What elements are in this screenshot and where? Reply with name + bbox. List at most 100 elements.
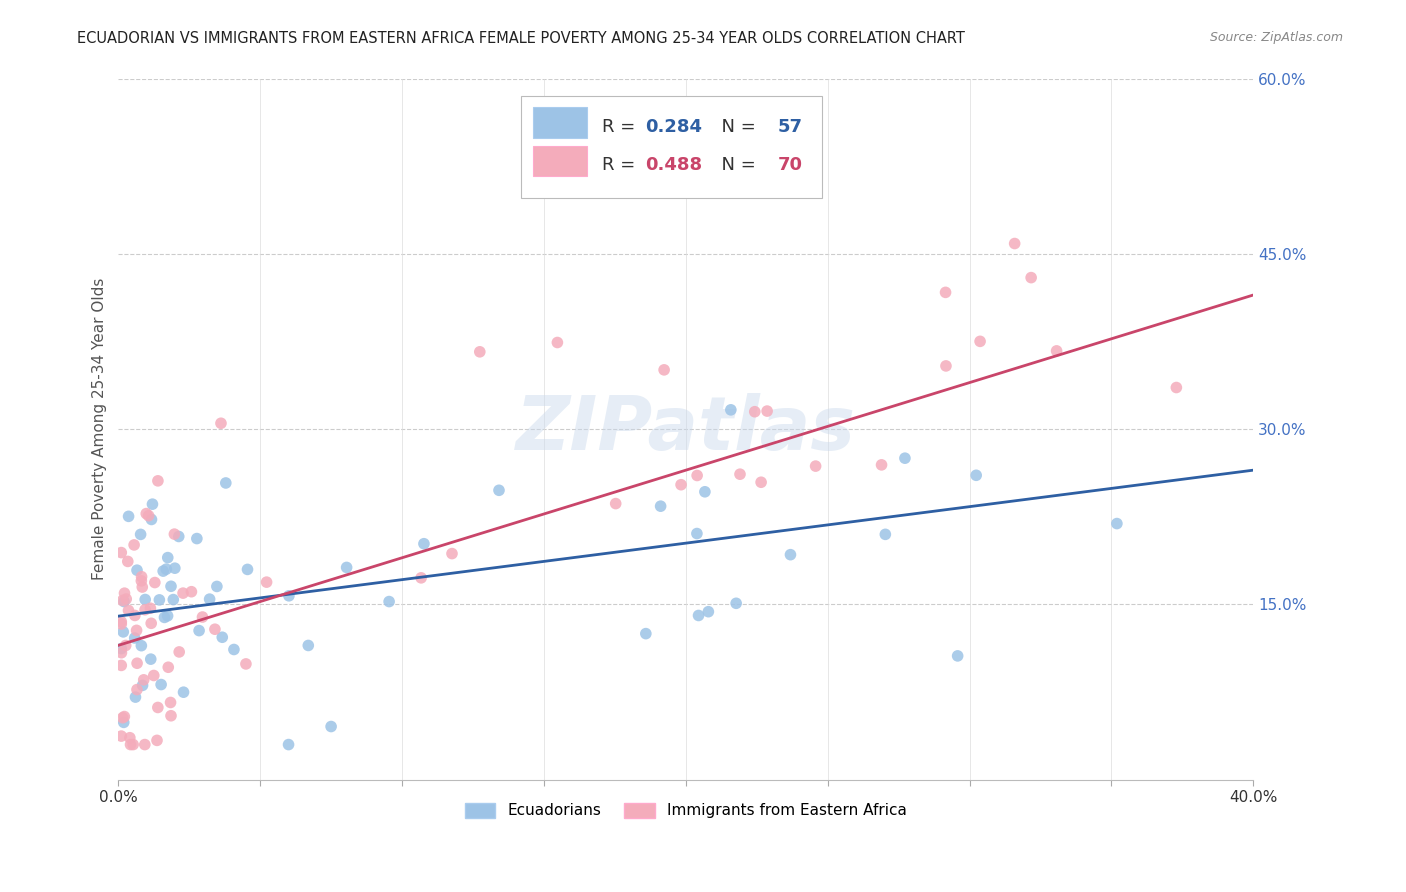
Text: ECUADORIAN VS IMMIGRANTS FROM EASTERN AFRICA FEMALE POVERTY AMONG 25-34 YEAR OLD: ECUADORIAN VS IMMIGRANTS FROM EASTERN AF… (77, 31, 965, 46)
Point (115, 592, 138, 607)
Point (652, 363, 675, 377)
Point (411, 571, 433, 585)
Point (118, 731, 141, 745)
Text: 70: 70 (778, 156, 803, 174)
Point (110, 729, 132, 743)
Point (142, 668, 165, 682)
Point (1045, 343, 1067, 358)
Point (125, 563, 148, 577)
Point (804, 459, 827, 474)
Text: N =: N = (710, 118, 761, 136)
Point (155, 562, 177, 576)
Text: 57: 57 (778, 118, 803, 136)
Point (1004, 236, 1026, 251)
Point (688, 608, 710, 623)
Point (143, 575, 166, 590)
Point (172, 586, 194, 600)
Point (686, 526, 709, 541)
Point (134, 592, 156, 607)
Point (141, 497, 163, 511)
Point (236, 562, 259, 576)
Point (870, 458, 893, 472)
Point (167, 645, 190, 659)
Point (749, 475, 772, 490)
Point (204, 622, 226, 636)
Point (139, 652, 162, 666)
Point (650, 499, 672, 513)
Point (720, 402, 742, 417)
Point (277, 589, 299, 603)
Point (235, 657, 257, 671)
Point (120, 738, 142, 752)
Point (112, 594, 135, 608)
Point (131, 678, 153, 692)
Point (198, 592, 221, 607)
Point (146, 474, 169, 488)
Point (222, 642, 245, 657)
Point (114, 639, 136, 653)
Point (156, 550, 179, 565)
Point (191, 610, 214, 624)
Point (146, 700, 169, 714)
Point (256, 575, 278, 590)
Point (1019, 270, 1042, 285)
Point (112, 709, 135, 723)
Point (159, 696, 181, 710)
Point (135, 507, 157, 521)
Point (378, 594, 401, 608)
Point (125, 624, 148, 638)
Point (110, 641, 132, 656)
Point (779, 548, 801, 562)
Point (211, 630, 233, 644)
Point (440, 547, 463, 561)
Point (131, 570, 153, 584)
Point (162, 592, 184, 607)
Point (319, 719, 342, 733)
Text: 0.284: 0.284 (645, 118, 702, 136)
Text: ZIPatlas: ZIPatlas (516, 392, 856, 466)
Point (173, 685, 195, 699)
Point (156, 608, 179, 623)
Point (157, 660, 180, 674)
Point (129, 527, 152, 541)
Point (697, 605, 720, 619)
Point (153, 610, 176, 624)
Point (150, 677, 173, 691)
Point (186, 532, 208, 546)
Point (124, 631, 146, 645)
Point (148, 593, 170, 607)
Point (110, 617, 132, 632)
Point (686, 468, 709, 483)
Point (297, 639, 319, 653)
Point (110, 646, 132, 660)
Point (935, 359, 957, 373)
Point (634, 626, 657, 640)
Point (131, 639, 153, 653)
Point (111, 593, 134, 607)
Point (112, 715, 135, 730)
Text: R =: R = (602, 156, 641, 174)
Point (152, 564, 174, 578)
Point (110, 615, 132, 629)
Point (141, 512, 163, 526)
Point (163, 561, 186, 575)
Point (122, 538, 145, 552)
Point (163, 527, 186, 541)
Point (114, 586, 136, 600)
Point (167, 529, 190, 543)
Point (122, 738, 145, 752)
Point (131, 580, 153, 594)
Point (146, 733, 169, 747)
Text: 0.488: 0.488 (645, 156, 702, 174)
Point (117, 509, 139, 524)
Text: N =: N = (710, 156, 761, 174)
Point (946, 648, 969, 663)
Point (124, 690, 146, 705)
Point (468, 344, 491, 359)
Point (124, 608, 146, 623)
Point (134, 738, 156, 752)
Point (110, 545, 132, 559)
FancyBboxPatch shape (533, 145, 588, 177)
Point (132, 673, 155, 687)
Point (875, 527, 897, 541)
